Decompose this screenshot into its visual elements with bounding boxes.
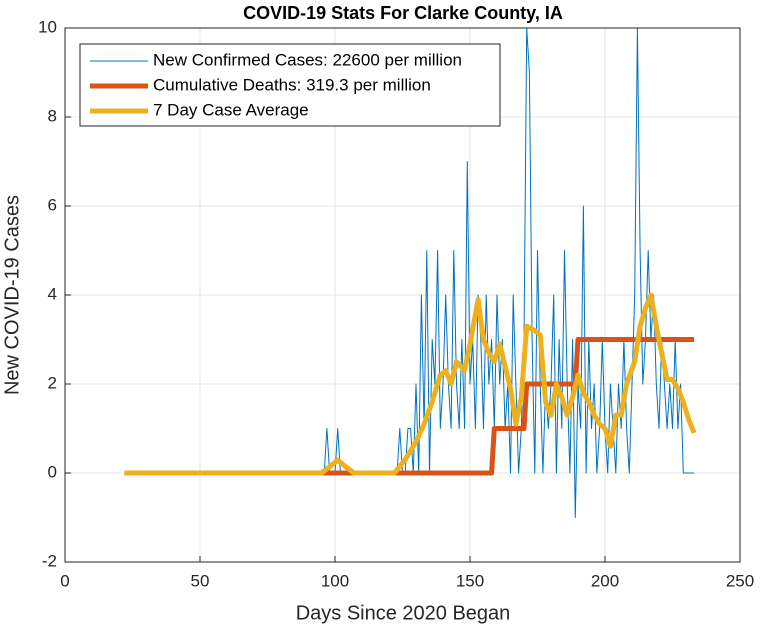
- x-axis-label: Days Since 2020 Began: [296, 602, 511, 624]
- y-tick-label: -2: [42, 551, 57, 570]
- y-tick-label: 10: [38, 17, 57, 36]
- plot-frame: [64, 27, 741, 563]
- y-tick-label: 4: [48, 284, 57, 303]
- x-tick-label: 0: [60, 571, 69, 590]
- x-tick-label: 150: [456, 571, 484, 590]
- y-axis-label: New COVID-19 Cases: [1, 195, 23, 395]
- x-tick-label: 50: [191, 571, 210, 590]
- series-line: [124, 292, 697, 476]
- legend-label: 7 Day Case Average: [153, 100, 309, 119]
- y-tick-label: 0: [48, 462, 57, 481]
- x-tick-label: 250: [726, 571, 754, 590]
- x-tick-label: 100: [321, 571, 349, 590]
- legend-label: New Confirmed Cases: 22600 per million: [153, 50, 462, 69]
- legend-label: Cumulative Deaths: 319.3 per million: [153, 75, 431, 94]
- y-tick-label: 6: [48, 195, 57, 214]
- series-line: [124, 337, 695, 476]
- y-tick-label: 8: [48, 106, 57, 125]
- y-tick-label: 2: [48, 373, 57, 392]
- chart-title: COVID-19 Stats For Clarke County, IA: [243, 3, 563, 23]
- x-tick-label: 200: [591, 571, 619, 590]
- legend-box: [79, 43, 501, 127]
